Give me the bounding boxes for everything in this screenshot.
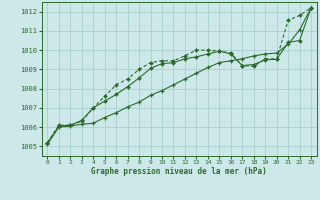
X-axis label: Graphe pression niveau de la mer (hPa): Graphe pression niveau de la mer (hPa)	[91, 167, 267, 176]
